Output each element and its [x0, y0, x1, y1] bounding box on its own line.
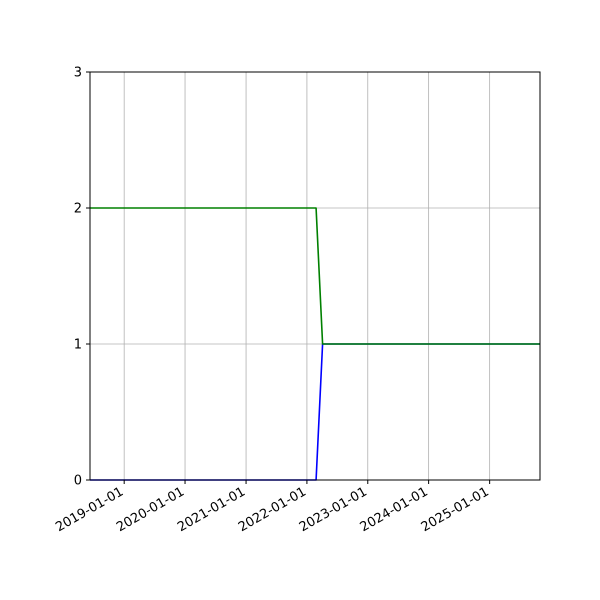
y-tick-label: 3 — [74, 66, 82, 81]
y-tick-label: 2 — [74, 202, 82, 217]
series-line-2 — [90, 207, 540, 345]
plot-frame — [89, 71, 541, 481]
y-tick-label: 0 — [74, 474, 82, 489]
y-axis: 0 1 2 3 — [74, 66, 90, 489]
y-tick-label: 1 — [74, 338, 82, 353]
